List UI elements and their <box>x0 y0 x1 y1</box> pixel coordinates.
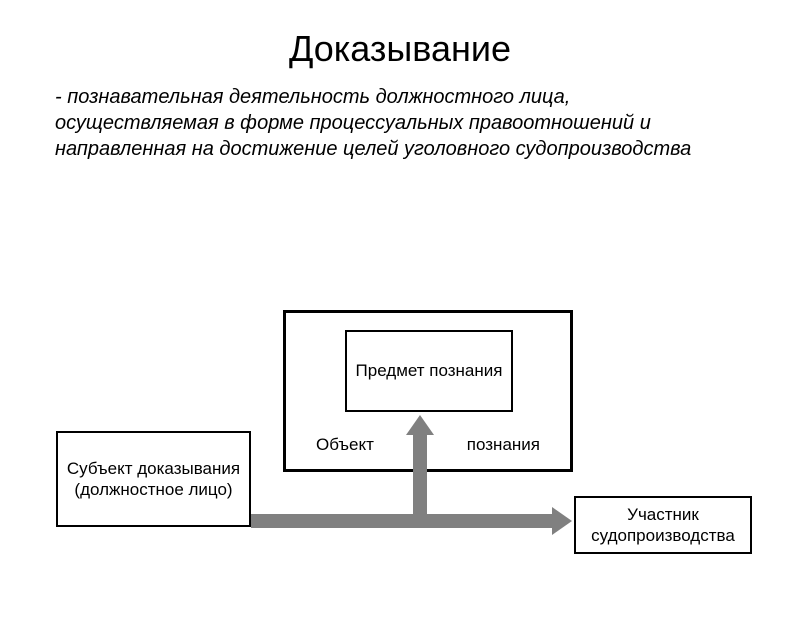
page-title: Доказывание <box>0 28 800 70</box>
object-label-left: Объект <box>316 434 374 455</box>
object-label-right: познания <box>467 434 540 455</box>
vertical-arrow <box>413 431 427 516</box>
definition-text: - познавательная деятельность должностно… <box>55 84 730 162</box>
subject-inner-box: Предмет познания <box>345 330 513 412</box>
subject-box: Субъект доказывания (должностное лицо) <box>56 431 251 527</box>
horizontal-arrow <box>251 514 556 528</box>
participant-box: Участник судопроизводства <box>574 496 752 554</box>
diagram-container: Объект познания Предмет познания Субъект… <box>0 308 800 608</box>
